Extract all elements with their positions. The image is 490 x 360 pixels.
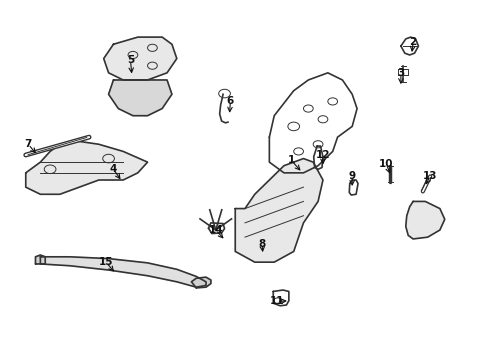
Text: 15: 15 [99,257,113,267]
Polygon shape [406,202,445,239]
Text: 1: 1 [288,156,295,165]
Polygon shape [235,158,323,262]
Text: 11: 11 [270,296,284,306]
Text: 6: 6 [227,96,234,107]
Text: 8: 8 [258,239,266,249]
Text: 10: 10 [379,159,393,169]
Text: 14: 14 [208,225,223,235]
Text: 12: 12 [316,150,330,160]
Polygon shape [192,277,211,288]
Text: 3: 3 [397,68,405,78]
Polygon shape [26,141,147,194]
Polygon shape [35,255,45,264]
Text: 9: 9 [348,171,356,181]
Text: 13: 13 [423,171,438,181]
Text: 7: 7 [24,139,32,149]
Text: 5: 5 [127,55,134,65]
Polygon shape [104,37,177,80]
Polygon shape [40,257,206,287]
Polygon shape [109,80,172,116]
Text: 2: 2 [410,37,416,48]
Text: 4: 4 [110,164,117,174]
